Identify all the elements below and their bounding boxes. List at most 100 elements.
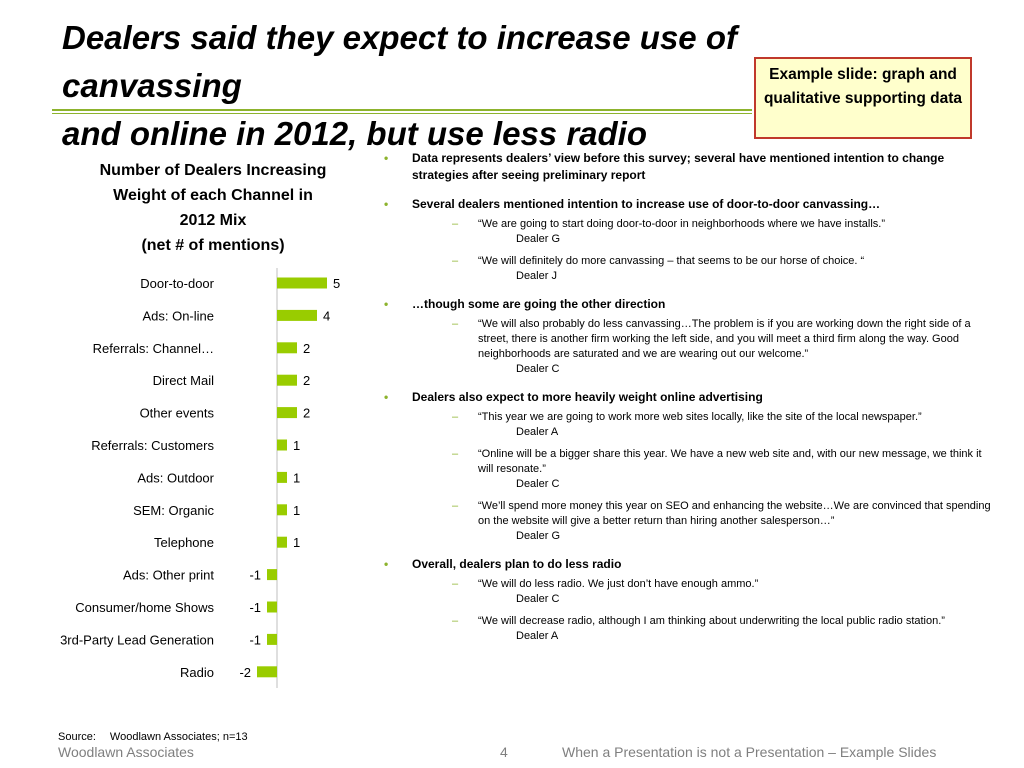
bullet-text: Overall, dealers plan to do less radio [412, 557, 622, 571]
bar-value-label: 4 [323, 308, 330, 323]
bar-value-label: -1 [249, 568, 261, 583]
quote-text: “We are going to start doing door-to-doo… [478, 218, 886, 230]
bullet-text: Several dealers mentioned intention to i… [412, 197, 881, 211]
bar-value-label: 1 [293, 535, 300, 550]
bar-value-label: -1 [249, 600, 261, 615]
chart-title-line: Number of Dealers Increasing [99, 162, 327, 179]
quote-attribution: Dealer C [516, 478, 560, 490]
chart-title-line: Weight of each Channel in [113, 187, 313, 204]
bar [267, 569, 277, 581]
source-note: Source: Woodlawn Associates; n=13 [58, 731, 248, 743]
category-label: 3rd-Party Lead Generation [60, 632, 214, 647]
bar [257, 666, 277, 678]
bullet-dot-icon: • [384, 151, 389, 165]
category-label: Referrals: Customers [91, 438, 214, 453]
category-label: SEM: Organic [133, 503, 214, 518]
category-label: Referrals: Channel… [93, 341, 214, 356]
quote-attribution: Dealer G [516, 233, 561, 245]
dash-icon: – [452, 615, 459, 627]
category-label: Other events [140, 406, 215, 421]
bullet-dot-icon: • [384, 197, 389, 211]
source-label: Source: [58, 731, 96, 743]
bar [277, 439, 287, 451]
title-line-1: Dealers said they expect to increase use… [62, 19, 737, 104]
bar [277, 407, 297, 419]
dash-icon: – [452, 500, 459, 512]
bar-value-label: 1 [293, 470, 300, 485]
bullet-list: • Data represents dealers’ view before th… [384, 150, 999, 656]
bar-chart: Door-to-door 5 Ads: On-line 4 Referrals: Cha… [60, 268, 340, 688]
bullet-item: • Dealers also expect to more heavily wei… [384, 389, 999, 544]
category-label: Direct Mail [153, 373, 215, 388]
bullet-item: • Overall, dealers plan to do less radio –… [384, 556, 999, 644]
bar [267, 633, 277, 645]
quote-item: – “We will do less radio. We just don’t h… [412, 577, 999, 607]
bar-value-label: 1 [293, 503, 300, 518]
category-label: Ads: Outdoor [137, 470, 214, 485]
bar-value-label: 2 [303, 406, 310, 421]
dash-icon: – [452, 218, 459, 230]
quote-attribution: Dealer G [516, 530, 561, 542]
quote-text: “We will do less radio. We just don’t ha… [478, 578, 759, 590]
bar [277, 374, 297, 386]
category-label: Consumer/home Shows [75, 600, 214, 615]
bar [267, 601, 277, 613]
quote-item: – “We are going to start doing door-to-do… [412, 217, 999, 247]
quote-text: “This year we are going to work more web… [478, 411, 922, 423]
quote-item: – “Online will be a bigger share this yea… [412, 447, 999, 492]
title-line-2: and online in 2012, but use less radio [62, 115, 647, 152]
chart-title-line: 2012 Mix [179, 212, 247, 229]
quote-item: – “This year we are going to work more we… [412, 410, 999, 440]
quote-item: – “We’ll spend more money this year on SE… [412, 499, 999, 544]
bullet-item: • …though some are going the other direct… [384, 296, 999, 377]
chart-title-line: (net # of mentions) [141, 237, 285, 254]
bar-value-label: 2 [303, 373, 310, 388]
dash-icon: – [452, 255, 459, 267]
bar-value-label: 2 [303, 341, 310, 356]
quote-text: “We’ll spend more money this year on SEO… [478, 500, 991, 527]
bar [277, 277, 327, 289]
category-label: Door-to-door [140, 276, 214, 291]
quote-item: – “We will also probably do less canvassi… [412, 317, 999, 377]
bullet-text: …though some are going the other directi… [412, 297, 666, 311]
category-label: Radio [180, 665, 214, 680]
category-label: Ads: Other print [123, 568, 214, 583]
quote-attribution: Dealer C [516, 363, 560, 375]
quote-item: – “We will definitely do more canvassing … [412, 254, 999, 284]
quote-text: “Online will be a bigger share this year… [478, 448, 982, 475]
bar-value-label: -1 [249, 632, 261, 647]
footer-company: Woodlawn Associates [58, 744, 194, 760]
bullet-text: Data represents dealers’ view before thi… [412, 151, 945, 182]
bullet-item: • Data represents dealers’ view before th… [384, 150, 999, 184]
bar [277, 309, 317, 321]
bullet-text: Dealers also expect to more heavily weig… [412, 390, 763, 404]
bar [277, 471, 287, 483]
quote-item: – “We will decrease radio, although I am … [412, 614, 999, 644]
quote-text: “We will decrease radio, although I am t… [478, 615, 945, 627]
bar-value-label: 1 [293, 438, 300, 453]
slide-title: Dealers said they expect to increase use… [62, 14, 762, 158]
bullet-dot-icon: • [384, 557, 389, 571]
quote-text: “We will also probably do less canvassin… [478, 318, 971, 360]
category-label: Ads: On-line [142, 308, 214, 323]
example-callout-box: Example slide: graph and qualitative sup… [754, 57, 972, 139]
dash-icon: – [452, 318, 459, 330]
footer-presentation-title: When a Presentation is not a Presentatio… [562, 744, 937, 760]
bullet-dot-icon: • [384, 390, 389, 404]
bar [277, 504, 287, 516]
title-divider-thin [52, 113, 752, 114]
dash-icon: – [452, 411, 459, 423]
category-label: Telephone [154, 535, 214, 550]
quote-attribution: Dealer A [516, 630, 559, 642]
dash-icon: – [452, 578, 459, 590]
bullet-dot-icon: • [384, 297, 389, 311]
quote-text: “We will definitely do more canvassing –… [478, 255, 865, 267]
footer-page-number: 4 [500, 744, 508, 760]
quote-attribution: Dealer A [516, 426, 559, 438]
bar [277, 342, 297, 354]
bar-value-label: 5 [333, 276, 340, 291]
bar [277, 536, 287, 548]
title-divider-thick [52, 109, 752, 111]
quote-attribution: Dealer J [516, 270, 557, 282]
quote-attribution: Dealer C [516, 593, 560, 605]
